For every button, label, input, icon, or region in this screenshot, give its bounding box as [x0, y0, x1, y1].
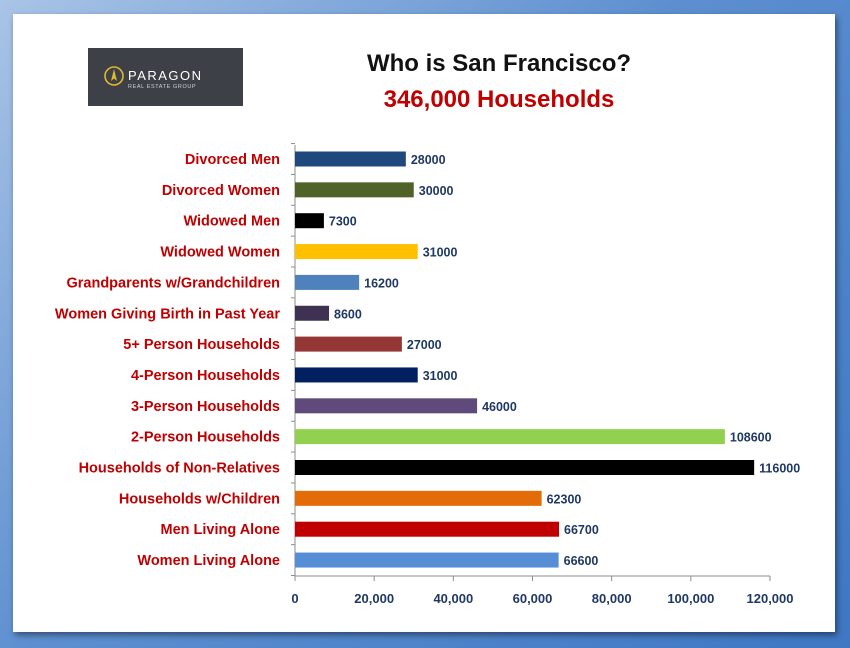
- data-label: 16200: [364, 276, 399, 290]
- data-label: 30000: [419, 184, 454, 198]
- category-label: Widowed Men: [183, 214, 280, 230]
- bar: [295, 367, 418, 383]
- category-label: Households of Non-Relatives: [79, 461, 280, 477]
- bar: [295, 490, 542, 506]
- paragon-logo: PARAGON REAL ESTATE GROUP: [88, 48, 243, 106]
- category-label: Divorced Men: [185, 152, 280, 168]
- data-label: 8600: [334, 307, 362, 321]
- bar: [295, 305, 330, 321]
- category-label: Households w/Children: [119, 491, 280, 507]
- category-label: Divorced Women: [162, 183, 280, 199]
- logo-brand-text: PARAGON: [128, 68, 203, 83]
- bar: [295, 244, 418, 260]
- category-label: Widowed Women: [160, 245, 280, 261]
- data-label: 28000: [411, 153, 446, 167]
- data-label: 62300: [547, 492, 582, 506]
- category-label: 5+ Person Households: [123, 337, 280, 353]
- bar: [295, 151, 406, 167]
- x-tick-label: 60,000: [513, 591, 553, 606]
- bar: [295, 213, 324, 229]
- data-label: 116000: [759, 462, 800, 476]
- bar: [295, 521, 560, 537]
- data-label: 108600: [730, 431, 772, 445]
- x-tick-label: 80,000: [592, 591, 632, 606]
- x-tick-label: 20,000: [354, 591, 394, 606]
- x-tick-label: 0: [291, 591, 298, 606]
- logo-tagline-text: REAL ESTATE GROUP: [128, 84, 197, 90]
- x-tick-label: 100,000: [667, 591, 714, 606]
- data-label: 27000: [407, 338, 442, 352]
- category-label: Women Giving Birth in Past Year: [55, 306, 280, 322]
- x-tick-label: 40,000: [433, 591, 473, 606]
- data-label: 7300: [329, 215, 357, 229]
- category-label: Women Living Alone: [137, 553, 280, 569]
- bar: [295, 274, 360, 290]
- data-label: 66700: [564, 523, 599, 537]
- bar: [295, 429, 725, 445]
- chart-subtitle: 346,000 Households: [383, 86, 615, 113]
- paragon-flame-icon: [104, 66, 124, 86]
- data-label: 46000: [482, 400, 517, 414]
- category-label: Grandparents w/Grandchildren: [66, 275, 280, 291]
- bar: [295, 182, 414, 198]
- category-label: 2-Person Households: [131, 430, 280, 446]
- x-tick-label: 120,000: [747, 591, 794, 606]
- chart-title: Who is San Francisco?: [366, 50, 632, 77]
- category-label: Men Living Alone: [161, 522, 281, 538]
- data-label: 31000: [423, 369, 458, 383]
- category-label: 4-Person Households: [131, 368, 280, 384]
- category-label: 3-Person Households: [131, 399, 280, 415]
- bar: [295, 460, 755, 475]
- bar: [295, 398, 478, 414]
- bar: [295, 336, 402, 352]
- data-label: 31000: [423, 246, 458, 260]
- bar: [295, 552, 559, 568]
- data-label: 66600: [564, 554, 599, 568]
